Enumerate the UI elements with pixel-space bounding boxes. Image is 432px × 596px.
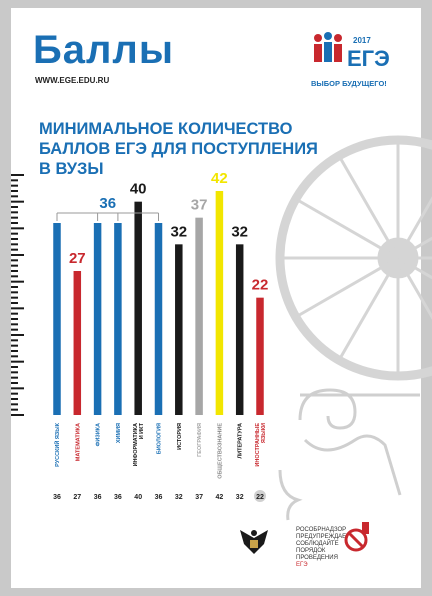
warning-line-2: ПРЕДУПРЕЖДАЕТ:	[296, 534, 352, 540]
page-title: Баллы	[33, 28, 174, 72]
bar-1	[53, 223, 61, 415]
wheel-spoke	[396, 257, 432, 320]
logo-year: 2017	[353, 36, 371, 45]
warning-line-6: ЕГЭ	[296, 562, 308, 568]
bottom-value-badge	[254, 490, 266, 502]
category-label-11: ИНОСТРАННЫЕ ЯЗЫКИ	[255, 423, 267, 467]
wheel-rim	[275, 135, 432, 381]
value-label-8: 22	[252, 277, 269, 294]
wheel-spoke	[397, 236, 432, 260]
category-label-line: И ИКТ	[139, 422, 145, 439]
bar-11	[256, 297, 264, 415]
value-label-5: 37	[191, 197, 208, 214]
sign-slash	[347, 531, 365, 549]
ruler-scale	[11, 174, 24, 416]
warning-line-5: ПРОВЕДЕНИЯ	[296, 555, 338, 561]
category-label-3: ФИЗИКА	[96, 423, 102, 446]
category-label-line: ИСТОРИЯ	[177, 423, 183, 450]
bottom-value-4: 36	[114, 494, 122, 501]
bar-8	[195, 217, 203, 415]
category-label-line: ЯЗЫКИ	[261, 423, 267, 443]
heading-line-3: В ВУЗЫ	[39, 160, 104, 178]
rosobrnadzor-warning: РОСОБРНАДЗОР ПРЕДУПРЕЖДАЕТ: СОБЛЮДАЙТЕ П…	[296, 527, 366, 569]
value-label-1: 36	[99, 195, 116, 212]
category-label-8: ГЕОГРАФИЯ	[197, 423, 203, 457]
category-label-10: ЛИТЕРАТУРА	[238, 423, 244, 459]
category-label-line: ГЕОГРАФИЯ	[197, 423, 203, 457]
warning-line-4: ПОРЯДОК	[296, 548, 326, 554]
sign-phone	[362, 522, 369, 534]
warning-line-1: РОСОБРНАДЗОР	[296, 527, 347, 533]
bottom-value-11: 22	[256, 494, 264, 501]
category-label-line: ФИЗИКА	[96, 423, 102, 446]
category-label-9: ОБЩЕСТВОЗНАНИЕ	[217, 423, 223, 479]
heading-line-1: МИНИМАЛЬНОЕ КОЛИЧЕСТВО	[39, 120, 293, 138]
wheel-decoration	[275, 135, 432, 381]
wheel-spoke	[397, 256, 432, 280]
value-label-7: 32	[231, 223, 248, 240]
eagle-emblem-icon	[240, 530, 268, 554]
logo-text: ЕГЭ	[347, 46, 390, 71]
bar-5	[134, 201, 142, 415]
eagle-head	[251, 530, 257, 536]
eagle-shield	[250, 540, 258, 548]
category-label-2: МАТЕМАТИКА	[75, 423, 81, 461]
category-label-line: РУССКИЙ ЯЗЫК	[53, 422, 61, 467]
value-label-3: 40	[130, 181, 147, 198]
category-label-5: ИНФОРМАТИКА И ИКТ	[133, 422, 145, 466]
bar-4	[114, 223, 122, 415]
bar-2	[73, 271, 82, 415]
group-bracket	[56, 212, 159, 221]
site-url[interactable]: WWW.EGE.EDU.RU	[35, 76, 110, 85]
ornament-scroll	[298, 388, 357, 430]
bar-9	[215, 191, 224, 415]
ornament-curve	[278, 469, 303, 521]
category-label-line: БИОЛОГИЯ	[157, 423, 163, 454]
people-logo-icon	[314, 32, 342, 62]
ornament-decoration	[278, 388, 420, 521]
category-label-line: ХИМИЯ	[116, 423, 122, 443]
ege-logo: ЕГЭ 2017 ВЫБОР БУДУЩЕГО!	[311, 30, 411, 92]
category-label-line: ИНОСТРАННЫЕ	[255, 423, 261, 467]
bar-3	[93, 223, 102, 415]
no-phone-sign-icon	[344, 522, 369, 552]
bottom-value-6: 36	[155, 494, 163, 501]
bottom-value-2: 27	[73, 494, 81, 501]
wheel-spoke	[338, 257, 400, 360]
category-label-4: ХИМИЯ	[116, 423, 122, 443]
category-label-line: ОБЩЕСТВОЗНАНИЕ	[217, 423, 223, 479]
category-label-line: ИНФОРМАТИКА	[133, 423, 139, 466]
bottom-value-8: 37	[195, 494, 203, 501]
category-label-1: РУССКИЙ ЯЗЫК	[53, 422, 61, 467]
bottom-value-5: 40	[134, 494, 142, 501]
heading-line-2: БАЛЛОВ ЕГЭ ДЛЯ ПОСТУПЛЕНИЯ	[39, 140, 318, 158]
bottom-value-9: 42	[216, 494, 224, 501]
bar-6	[154, 223, 163, 415]
value-label-4: 32	[170, 223, 187, 240]
bottom-value-1: 36	[53, 494, 61, 501]
category-label-line: ЛИТЕРАТУРА	[238, 423, 244, 459]
chart-heading: МИНИМАЛЬНОЕ КОЛИЧЕСТВО БАЛЛОВ ЕГЭ ДЛЯ ПО…	[39, 119, 399, 179]
wheel-spoke	[296, 198, 399, 260]
value-label-6: 42	[211, 170, 228, 187]
wheel-spoke	[296, 256, 399, 318]
category-label-line: МАТЕМАТИКА	[75, 423, 81, 461]
wheel-spoke	[396, 196, 432, 259]
wheel-spoke	[338, 156, 400, 259]
bottom-value-10: 32	[236, 494, 244, 501]
category-label-7: ИСТОРИЯ	[177, 423, 183, 450]
bottom-value-3: 36	[94, 494, 102, 501]
ornament-curve	[303, 434, 402, 496]
bar-7	[175, 244, 183, 415]
value-label-2: 27	[69, 250, 86, 267]
warning-line-3: СОБЛЮДАЙТЕ	[296, 541, 339, 547]
logo-slogan: ВЫБОР БУДУЩЕГО!	[311, 79, 387, 88]
bar-10	[235, 244, 244, 415]
category-label-6: БИОЛОГИЯ	[157, 423, 163, 454]
bottom-value-7: 32	[175, 494, 183, 501]
